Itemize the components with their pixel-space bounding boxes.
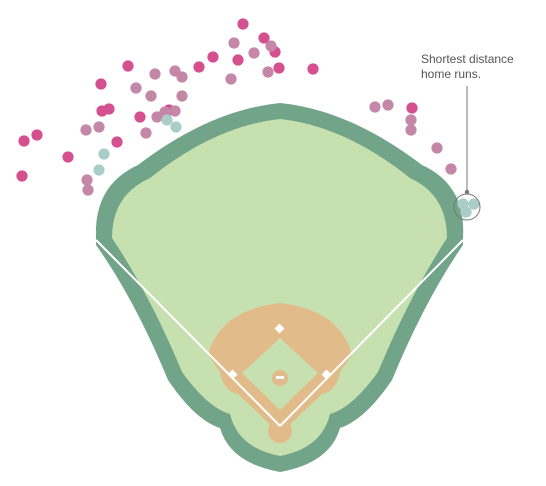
home-run-point-short: [170, 121, 182, 133]
home-run-point-short: [93, 164, 105, 176]
home-run-point-long: [122, 60, 134, 72]
home-run-point-long: [62, 151, 74, 163]
home-run-point-medium: [369, 101, 381, 113]
home-run-point-medium: [228, 37, 240, 49]
home-run-point-long: [18, 135, 30, 147]
home-run-point-long: [193, 61, 205, 73]
home-run-point-short: [98, 148, 110, 160]
home-run-point-medium: [176, 71, 188, 83]
home-run-point-medium: [176, 90, 188, 102]
home-run-point-long: [273, 62, 285, 74]
annotation-line-1: Shortest distance: [421, 52, 514, 66]
right-foul-line: [279, 239, 464, 427]
home-run-point-medium: [80, 124, 92, 136]
home-run-point-long: [307, 63, 319, 75]
home-run-point-medium: [405, 124, 417, 136]
home-run-point-short: [161, 114, 173, 126]
outfield-grass: [112, 119, 447, 456]
home-run-point-long: [16, 170, 28, 182]
home-run-point-medium: [93, 121, 105, 133]
home-run-point-medium: [382, 99, 394, 111]
home-run-point-long: [207, 51, 219, 63]
home-run-point-medium: [82, 184, 94, 196]
home-run-point-long: [96, 105, 108, 117]
left-foul-line: [95, 239, 281, 427]
home-run-point-medium: [431, 142, 443, 154]
home-run-point-medium: [405, 114, 417, 126]
home-run-point-medium: [225, 73, 237, 85]
home-run-point-long: [406, 102, 418, 114]
home-run-point-short: [468, 198, 480, 210]
annotation-line-2: home runs.: [421, 67, 482, 81]
home-run-point-long: [258, 32, 270, 44]
home-run-point-long: [134, 111, 146, 123]
home-run-point-medium: [262, 66, 274, 78]
home-run-point-medium: [169, 105, 181, 117]
home-run-point-medium: [81, 174, 93, 186]
home-run-points: [16, 18, 480, 218]
home-run-point-long: [31, 129, 43, 141]
home-run-point-long: [95, 78, 107, 90]
pitchers-rubber: [276, 376, 284, 379]
home-run-point-long: [232, 54, 244, 66]
home-run-point-long: [237, 18, 249, 30]
home-run-point-medium: [130, 82, 142, 94]
home-run-point-medium: [151, 111, 163, 123]
second-base: [274, 323, 285, 334]
home-run-point-short: [460, 206, 472, 218]
home-run-point-medium: [445, 163, 457, 175]
home-run-point-long: [111, 136, 123, 148]
annotation-text: Shortest distance home runs.: [421, 52, 541, 82]
home-run-point-medium: [145, 90, 157, 102]
home-run-point-medium: [248, 47, 260, 59]
home-run-point-medium: [140, 127, 152, 139]
first-base: [321, 369, 332, 380]
callout-leader-dot: [464, 189, 470, 195]
home-plate-area: [268, 419, 292, 443]
third-base: [227, 369, 238, 380]
home-run-point-medium: [149, 68, 161, 80]
home-run-point-medium: [265, 40, 277, 52]
